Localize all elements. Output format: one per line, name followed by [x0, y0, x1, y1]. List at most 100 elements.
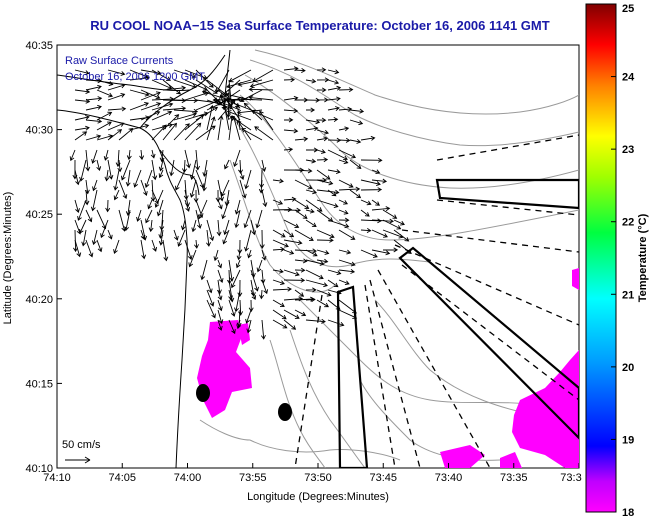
current-vector: [261, 279, 269, 295]
colorbar-tick-label: 22: [622, 217, 634, 229]
current-vector: [222, 104, 230, 131]
colorbar-tick-label: 24: [622, 72, 635, 84]
current-vector: [85, 134, 102, 141]
current-vector: [327, 169, 341, 175]
current-vector: [74, 199, 80, 214]
current-vector: [261, 159, 267, 172]
current-vector: [96, 239, 103, 253]
current-vector: [360, 179, 381, 187]
current-vector: [234, 209, 241, 229]
current-vector: [283, 319, 297, 330]
current-vector: [338, 259, 356, 267]
current-vector: [228, 319, 236, 335]
current-vector: [206, 104, 215, 131]
current-vector: [338, 217, 350, 223]
current-vector: [189, 179, 197, 198]
current-vector: [371, 218, 394, 224]
current-vector: [294, 168, 313, 174]
current-vector: [305, 318, 326, 324]
current-vector: [327, 106, 340, 111]
current-vector: [74, 169, 81, 186]
current-vector: [217, 179, 224, 202]
current-vector: [247, 249, 252, 259]
current-vector: [225, 98, 241, 121]
current-vector: [272, 178, 284, 184]
y-tick-label: 40:10: [25, 463, 53, 475]
current-vector: [360, 187, 383, 193]
current-vector: [250, 269, 259, 292]
current-vector: [360, 249, 378, 258]
colorbar-ticks: 25 24 23 22 21 20 19 18: [611, 3, 635, 518]
current-vector: [133, 169, 142, 188]
current-vector: [327, 96, 341, 102]
colorbar: [585, 3, 617, 513]
current-vector: [213, 249, 219, 262]
current-vector: [305, 107, 316, 113]
current-vector: [236, 249, 242, 261]
current-vector: [283, 269, 300, 277]
current-vector: [226, 110, 252, 121]
current-vector: [129, 102, 149, 111]
current-vector: [234, 199, 241, 215]
current-vector: [107, 229, 113, 240]
current-vector: [195, 149, 201, 171]
current-vector: [96, 159, 102, 171]
current-vector: [283, 309, 300, 319]
current-vector: [201, 90, 230, 101]
current-vector: [194, 239, 199, 249]
current-vector: [96, 111, 113, 121]
current-vector: [338, 159, 349, 165]
current-vector: [113, 239, 120, 254]
current-vector: [260, 319, 266, 340]
current-vector: [197, 199, 208, 220]
current-vector: [244, 229, 252, 252]
colorbar-tick-label: 18: [622, 507, 634, 518]
current-vector: [195, 79, 218, 94]
current-vector: [139, 149, 145, 161]
current-vector: [107, 92, 126, 101]
current-vector: [151, 102, 174, 111]
current-vector: [91, 149, 98, 164]
current-vector: [74, 115, 90, 121]
current-vector: [371, 178, 388, 184]
current-vector: [246, 319, 252, 334]
current-vector: [283, 277, 306, 283]
current-vector: [283, 147, 294, 153]
current-vector: [226, 79, 252, 89]
current-vector: [283, 77, 296, 83]
x-tick-label: 73:45: [369, 472, 397, 484]
current-vector: [272, 299, 285, 307]
current-vector: [338, 199, 349, 205]
current-vector: [294, 199, 310, 209]
current-vector: [360, 199, 372, 206]
current-vector: [173, 123, 190, 141]
current-vector: [305, 208, 315, 214]
current-vector: [215, 189, 221, 203]
current-vector: [206, 279, 213, 294]
current-vector: [235, 104, 241, 131]
current-vector: [258, 179, 264, 194]
current-vector: [96, 121, 112, 131]
current-vector: [338, 87, 354, 93]
current-vector: [96, 89, 113, 98]
current-vector: [305, 219, 317, 227]
current-vector: [371, 169, 381, 175]
current-vector: [217, 309, 224, 325]
current-vector: [107, 83, 126, 91]
x-tick-label: 73:55: [239, 472, 267, 484]
scale-label: 50 cm/s: [62, 439, 101, 451]
current-vector: [245, 309, 252, 324]
current-vector: [283, 219, 300, 229]
current-vector: [69, 149, 76, 162]
current-vector: [236, 109, 263, 115]
current-vector: [206, 299, 216, 319]
current-vector: [173, 79, 197, 89]
current-vector: [327, 319, 345, 327]
current-vector: [338, 149, 357, 159]
current-vector: [360, 228, 372, 233]
current-vector: [338, 309, 358, 319]
current-vector: [113, 189, 120, 201]
current-vector: [81, 229, 87, 247]
current-vector: [250, 289, 257, 301]
current-vector: [144, 169, 153, 188]
